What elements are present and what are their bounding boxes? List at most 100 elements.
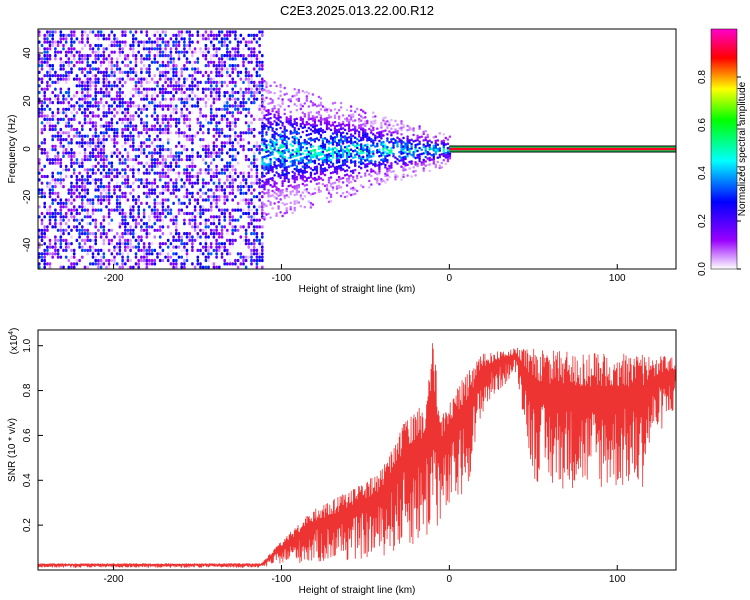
spectrogram-cell xyxy=(38,191,41,195)
spectrogram-cell xyxy=(349,116,353,119)
spectrogram-cell xyxy=(193,94,197,98)
spectrogram-cell xyxy=(97,90,100,95)
spectrogram-cell xyxy=(97,248,100,252)
spectrogram-cell xyxy=(75,101,79,105)
spectrogram-cell xyxy=(368,162,371,165)
spectrogram-cell xyxy=(236,37,240,41)
spectrogram-cell xyxy=(250,174,253,179)
spectrogram-cell xyxy=(271,142,274,145)
spectrogram-cell xyxy=(118,87,122,91)
spectrogram-cell xyxy=(153,90,157,95)
spectrogram-cell xyxy=(311,155,315,159)
spectrogram-cell xyxy=(126,178,130,182)
spectrogram-cell xyxy=(250,201,253,205)
spectrogram-cell xyxy=(287,178,290,181)
spectrogram-cell xyxy=(382,140,385,144)
spectrogram-cell xyxy=(107,161,111,165)
spectrogram-cell xyxy=(331,186,335,189)
spectrogram-cell xyxy=(223,218,226,222)
spectrogram-cell xyxy=(54,205,57,209)
spectrogram-cell xyxy=(188,178,191,182)
spectrogram-cell xyxy=(347,166,351,169)
spectrogram-cell xyxy=(177,50,181,54)
spectrogram-cell xyxy=(180,235,183,239)
spectrogram-cell xyxy=(126,117,130,121)
spectrogram-cell xyxy=(432,162,435,165)
spectrogram-cell xyxy=(212,235,216,239)
spectrogram-cell xyxy=(97,151,100,155)
spectrogram-cell xyxy=(252,188,256,192)
spectrogram-cell xyxy=(158,33,162,37)
spectrogram-cell xyxy=(72,252,76,256)
spectrogram-cell xyxy=(244,228,248,232)
spectrogram-cell xyxy=(218,60,221,64)
spectrogram-cell xyxy=(285,209,288,212)
spectrogram-cell xyxy=(228,222,232,226)
spectrogram-cell xyxy=(86,238,89,242)
spectrogram-cell xyxy=(352,169,355,172)
spectrogram-cell xyxy=(327,120,331,124)
spectrogram-cell xyxy=(81,238,84,242)
spectrogram-cell xyxy=(172,84,175,88)
spectrogram-cell xyxy=(83,80,87,84)
spectrogram-cell xyxy=(250,77,253,81)
spectrogram-cell xyxy=(105,208,108,212)
spectrogram-cell xyxy=(110,97,114,101)
spectrogram-cell xyxy=(329,152,333,155)
spectrogram-cell xyxy=(134,54,138,58)
spectrogram-cell xyxy=(175,164,178,168)
spectrogram-cell xyxy=(158,127,162,132)
spectrogram-cell xyxy=(199,154,202,158)
spectrogram-cell xyxy=(86,104,89,108)
spectrogram-cell xyxy=(78,245,81,249)
spectrogram-cell xyxy=(70,235,73,239)
spectrogram-cell xyxy=(285,202,288,206)
spectrogram-cell xyxy=(107,171,111,175)
spectrogram-cell xyxy=(207,208,210,212)
spectrogram-cell xyxy=(158,252,162,256)
spectrogram-cell xyxy=(242,191,245,195)
spectrogram-cell xyxy=(70,141,73,145)
spectrogram-cell xyxy=(261,33,264,37)
spectrogram-cell xyxy=(199,195,202,199)
spectrogram-cell xyxy=(175,47,178,51)
spectrogram-cell xyxy=(267,169,270,172)
spectrogram-cell xyxy=(209,80,213,84)
spectrogram-cell xyxy=(126,252,130,256)
spectrogram-cell xyxy=(209,215,213,219)
spectrogram-cell xyxy=(81,104,84,108)
spectrogram-cell xyxy=(207,252,210,256)
spectrogram-cell xyxy=(220,208,224,212)
spectrogram-cell xyxy=(366,163,369,166)
spectrogram-cell xyxy=(250,47,253,51)
spectrogram-cell xyxy=(118,124,122,128)
spectrogram-cell xyxy=(432,146,435,150)
spectrogram-cell xyxy=(137,158,140,162)
spectrogram-cell xyxy=(81,57,84,61)
spectrogram-cell xyxy=(180,74,183,78)
spectrogram-cell xyxy=(188,154,191,158)
spectrogram-cell xyxy=(48,245,52,249)
spectrogram-cell xyxy=(199,248,202,252)
spectrogram-cell xyxy=(261,104,264,108)
spectrogram-cell xyxy=(161,121,165,125)
spectrogram-cell xyxy=(201,181,205,185)
spectrogram-cell xyxy=(196,171,200,175)
spectrogram-cell xyxy=(215,225,218,229)
spectrogram-cell xyxy=(345,195,349,198)
spectrogram-cell xyxy=(345,169,349,172)
spectrogram-cell xyxy=(279,155,282,158)
spectrogram-cell xyxy=(291,190,294,193)
spectrogram-cell xyxy=(382,158,385,161)
spectrogram-cell xyxy=(319,134,323,137)
spectrogram-cell xyxy=(191,211,194,216)
spectrogram-cell xyxy=(315,130,319,134)
spectrogram-cell xyxy=(390,134,393,137)
spectrogram-cell xyxy=(64,201,68,205)
spectrogram-cell xyxy=(258,255,261,259)
spectrogram-cell xyxy=(204,57,208,61)
spectrogram-cell xyxy=(220,64,224,68)
spectrogram-cell xyxy=(89,84,92,88)
spectrogram-cell xyxy=(64,80,68,84)
